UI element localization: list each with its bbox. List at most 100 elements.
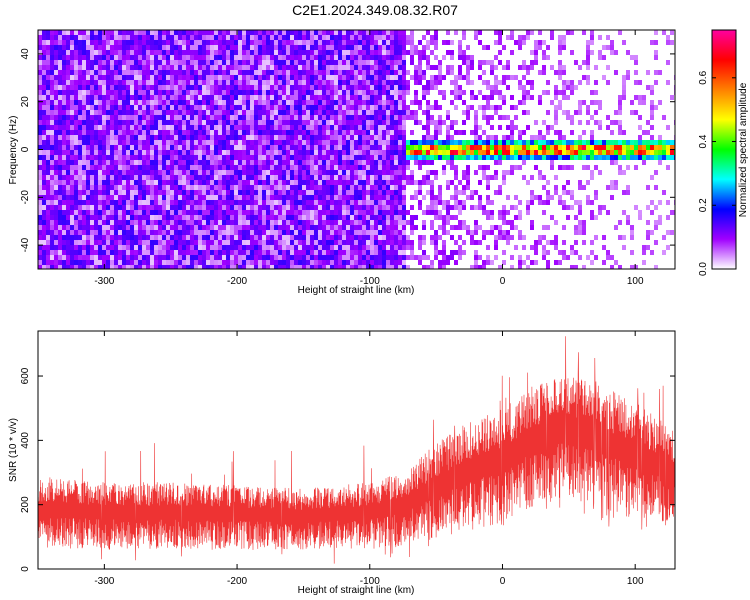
spectrogram-cell [74,190,78,195]
spectrogram-cell [146,235,150,240]
spectrogram-cell [354,60,358,65]
spectrogram-cell [394,160,398,165]
spectrogram-cell [242,265,246,269]
spectrogram-cell [302,30,306,35]
spectrogram-cell [234,215,238,220]
spectrogram-cell [274,195,278,200]
spectrogram-cell [318,45,322,50]
spectrogram-cell [282,230,286,235]
spectrogram-cell [186,265,190,269]
spectrogram-cell [78,55,82,60]
spectrogram-cell [38,130,42,135]
spectrogram-cell [142,200,146,205]
spectrogram-cell [474,30,478,35]
spectrogram-cell [342,225,346,230]
spectrogram-cell [154,230,158,235]
spectrogram-cell [282,115,286,120]
spectrogram-cell [114,105,118,110]
spectrogram-cell [438,265,442,269]
spectrogram-cell [442,220,446,225]
spectrogram-cell [238,265,242,269]
spectrogram-cell [182,170,186,175]
spectrogram-cell [202,175,206,180]
spectrogram-cell [98,105,102,110]
spectrogram-cell [54,95,58,100]
spectrogram-cell [478,90,482,95]
spectrogram-cell [366,70,370,75]
spectrogram-cell [62,240,66,245]
spectrogram-cell [170,100,174,105]
spectrogram-cell [454,95,458,100]
spectrogram-cell [42,245,46,250]
spectrogram-cell [286,60,290,65]
spectrogram-cell [122,165,126,170]
spectrogram-cell [86,80,90,85]
spectrogram-cell [266,160,270,165]
spectrogram-cell [326,125,330,130]
spectrogram-cell [306,240,310,245]
spectrogram-cell [170,155,174,160]
spectrogram-cell [350,140,354,145]
spectrogram-cell [262,150,266,155]
spectrogram-cell [342,220,346,225]
spectrogram-cell [202,145,206,150]
spectrogram-cell [274,30,278,35]
spectrogram-cell [438,210,442,215]
spectrogram-cell [242,245,246,250]
spectrogram-cell [346,250,350,255]
spectrogram-cell [326,40,330,45]
spectrogram-cell [230,265,234,269]
spectrogram-cell [394,205,398,210]
spectrogram-cell [274,170,278,175]
spectrogram-cell [174,150,178,155]
spectrogram-cell [202,195,206,200]
spectrogram-cell [82,200,86,205]
spectrogram-cell [278,75,282,80]
spectrogram-cell [194,70,198,75]
spectrogram-cell [306,135,310,140]
spectrogram-cell [486,145,490,150]
spectrogram-cell [430,220,434,225]
spectrogram-cell [490,70,494,75]
spectrogram-cell [118,145,122,150]
spectrogram-cell [170,260,174,265]
spectrogram-cell [218,55,222,60]
spectrogram-cell [486,260,490,265]
spectrogram-cell [326,210,330,215]
spectrogram-cell [286,210,290,215]
spectrogram-cell [54,135,58,140]
spectrogram-cell [102,240,106,245]
spectrogram-cell [294,60,298,65]
spectrogram-cell [238,35,242,40]
spectrogram-cell [242,50,246,55]
spectrogram-cell [62,75,66,80]
spectrogram-cell [394,70,398,75]
spectrogram-cell [186,110,190,115]
spectrogram-cell [342,240,346,245]
spectrogram-cell [306,55,310,60]
spectrogram-cell [250,190,254,195]
spectrogram-cell [370,210,374,215]
spectrogram-cell [318,110,322,115]
spectrogram-cell [258,155,262,160]
spectrogram-cell [206,40,210,45]
spectrogram-cell [74,50,78,55]
spectrogram-cell [58,255,62,260]
spectrogram-cell [82,215,86,220]
spectrogram-cell [330,225,334,230]
spectrogram-cell [362,200,366,205]
spectrogram-cell [106,115,110,120]
spectrogram-cell [62,115,66,120]
spectrogram-cell [382,155,386,160]
spectrogram-cell [410,175,414,180]
spectrogram-cell [354,180,358,185]
spectrogram-cell [274,100,278,105]
spectrogram-cell [110,105,114,110]
spectrogram-cell [386,190,390,195]
spectrogram-cell [98,50,102,55]
spectrogram-cell [222,85,226,90]
spectrogram-cell [434,35,438,40]
spectrogram-cell [490,140,494,145]
spectrogram-cell [122,80,126,85]
spectrogram-cell [46,215,50,220]
